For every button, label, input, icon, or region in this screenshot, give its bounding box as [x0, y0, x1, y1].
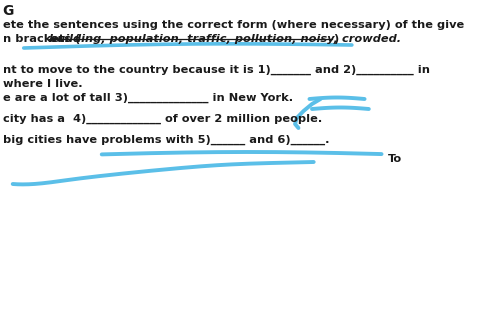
Text: big cities have problems with 5)______ and 6)______.: big cities have problems with 5)______ a… — [2, 135, 329, 145]
Text: nt to move to the country because it is 1)_______ and 2)__________ in: nt to move to the country because it is … — [2, 65, 430, 75]
Text: ete the sentences using the correct form (where necessary) of the give: ete the sentences using the correct form… — [2, 20, 464, 30]
Text: city has a  4)_____________ of over 2 million people.: city has a 4)_____________ of over 2 mil… — [2, 114, 322, 124]
Text: where I live.: where I live. — [2, 79, 82, 89]
Text: e are a lot of tall 3)______________ in New York.: e are a lot of tall 3)______________ in … — [2, 93, 292, 103]
Text: building, population, traffic, pollution, noisy, crowded.: building, population, traffic, pollution… — [49, 34, 402, 44]
Text: To: To — [388, 154, 402, 164]
Text: n brackets (: n brackets ( — [2, 34, 80, 44]
Text: G: G — [2, 4, 14, 18]
Text: ): ) — [333, 34, 338, 44]
